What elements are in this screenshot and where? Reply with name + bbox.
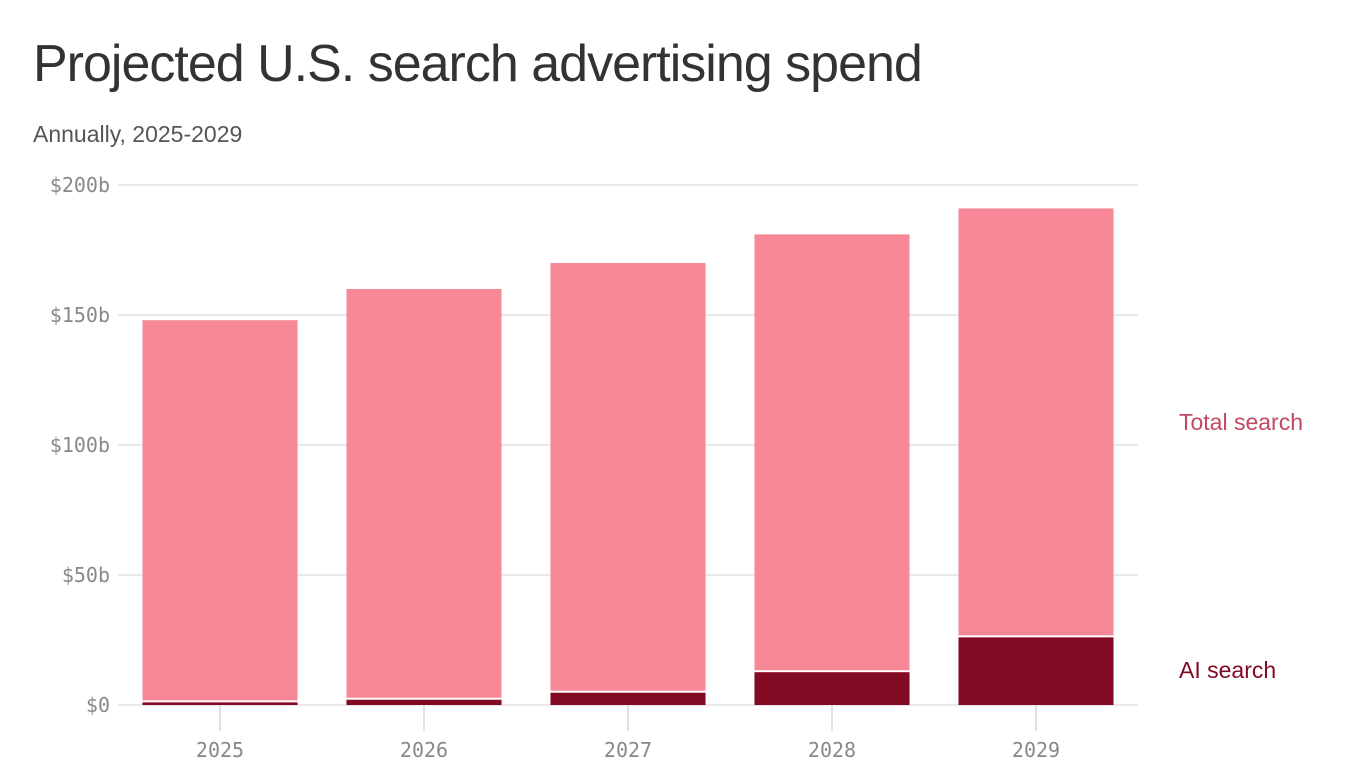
legend-total-search: Total search xyxy=(1179,409,1303,435)
bar-ai-search-2026 xyxy=(346,699,502,705)
bar-ai-search-2027 xyxy=(550,692,706,705)
bar-ai-search-2029 xyxy=(958,637,1114,705)
bar-ai-search-2025 xyxy=(142,702,298,705)
y-tick-label: $0 xyxy=(86,693,110,717)
x-axis-ticks: 2025 2026 2027 2028 2029 xyxy=(196,705,1060,762)
x-tick-label: 2025 xyxy=(196,738,244,762)
x-tick-label: 2026 xyxy=(400,738,448,762)
bar-total-search-2027 xyxy=(550,263,706,705)
y-tick-label: $50b xyxy=(62,563,110,587)
x-tick-label: 2029 xyxy=(1012,738,1060,762)
y-tick-label: $100b xyxy=(50,433,110,457)
y-tick-label: $150b xyxy=(50,303,110,327)
y-axis-ticks: $0 $50b $100b $150b $200b xyxy=(50,173,110,717)
bars xyxy=(142,208,1114,705)
chart-subtitle: Annually, 2025-2029 xyxy=(33,121,243,147)
bar-ai-search-2028 xyxy=(754,672,910,705)
bar-total-search-2026 xyxy=(346,289,502,705)
y-tick-label: $200b xyxy=(50,173,110,197)
chart-title: Projected U.S. search advertising spend xyxy=(33,35,923,93)
bar-total-search-2028 xyxy=(754,234,910,705)
bar-total-search-2029 xyxy=(958,208,1114,705)
legend-ai-search: AI search xyxy=(1179,657,1276,683)
bar-total-search-2025 xyxy=(142,320,298,705)
x-tick-label: 2028 xyxy=(808,738,856,762)
x-tick-label: 2027 xyxy=(604,738,652,762)
